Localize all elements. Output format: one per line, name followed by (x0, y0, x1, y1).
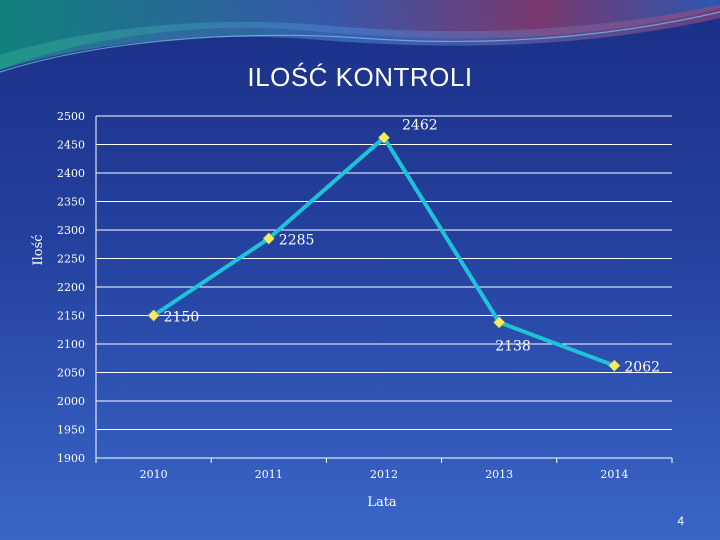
y-tick-label: 2500 (57, 110, 85, 123)
y-tick-label: 2000 (57, 395, 85, 408)
y-axis-label: Ilość (31, 234, 46, 265)
x-tick-labels: 2010 2011 2012 2013 2014 (140, 468, 629, 481)
x-axis-label: Lata (367, 495, 397, 510)
y-tick-label: 2250 (57, 253, 85, 266)
data-label: 2062 (624, 360, 660, 376)
data-label: 2150 (164, 310, 200, 326)
x-tick-label: 2011 (255, 468, 283, 481)
data-point-marker (147, 309, 160, 322)
data-label: 2138 (495, 338, 531, 354)
grid-lines (95, 115, 673, 463)
data-markers (147, 131, 621, 372)
data-label: 2285 (279, 233, 315, 249)
y-tick-label: 2350 (57, 196, 85, 209)
data-labels: 2150 2285 2462 2138 2062 (164, 118, 660, 376)
y-tick-label: 2100 (57, 338, 85, 351)
x-tick-label: 2014 (600, 468, 628, 481)
chart-title: ILOŚĆ KONTROLI (247, 62, 473, 92)
y-tick-label: 2050 (57, 367, 85, 380)
data-point-marker (608, 359, 621, 372)
data-point-marker (262, 232, 275, 245)
page-number: 4 (677, 514, 684, 528)
series-line (152, 135, 616, 368)
y-tick-label: 2150 (57, 310, 85, 323)
x-tick-label: 2010 (140, 468, 168, 481)
y-tick-label: 1900 (57, 452, 85, 465)
series-line-path (152, 135, 616, 368)
data-point-marker (377, 131, 391, 144)
decorative-swoosh (0, 0, 720, 70)
y-tick-labels: 1900 1950 2000 2050 2100 2150 2200 2250 2300 2350… (57, 110, 85, 465)
y-tick-label: 1950 (57, 424, 85, 437)
y-tick-label: 2450 (57, 139, 85, 152)
data-point-marker (493, 316, 506, 329)
y-tick-label: 2400 (57, 167, 85, 180)
x-tick-label: 2012 (370, 468, 398, 481)
x-tick-label: 2013 (485, 468, 513, 481)
y-tick-label: 2300 (57, 224, 85, 237)
y-tick-label: 2200 (57, 281, 85, 294)
data-label: 2462 (402, 118, 438, 134)
decorative-swoosh-line (0, 11, 720, 73)
